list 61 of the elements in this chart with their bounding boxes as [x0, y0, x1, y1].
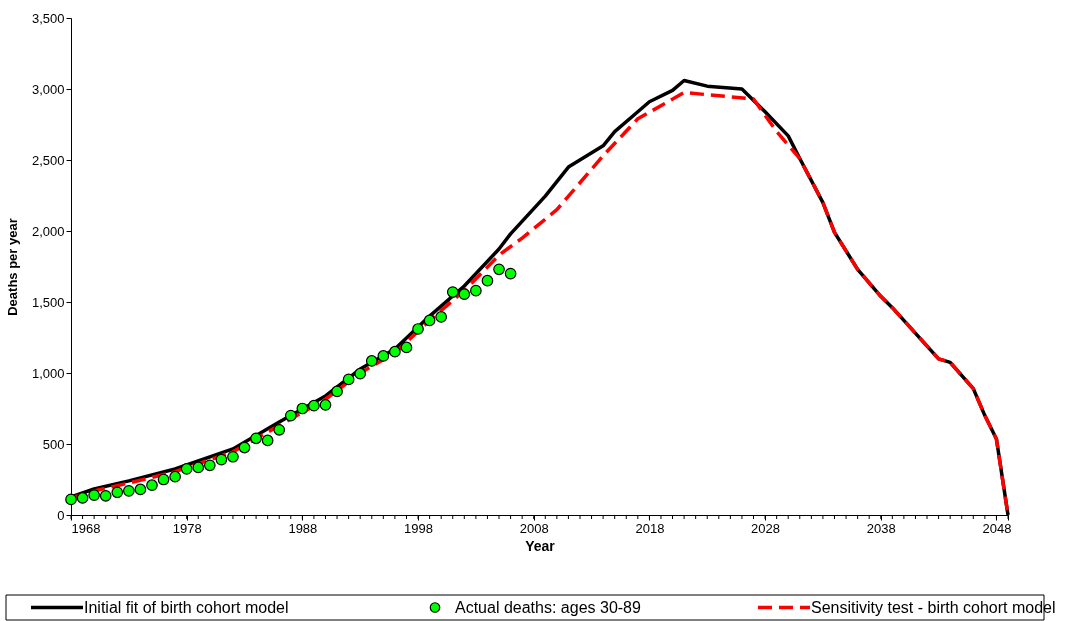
point: [446, 286, 459, 298]
point: [261, 434, 274, 447]
y-tick-label: 2,500: [31, 152, 65, 168]
point: [284, 409, 297, 422]
x-tick-label: 2028: [751, 520, 781, 536]
point: [123, 485, 135, 497]
x-tick-label: 1998: [404, 520, 433, 536]
point: [157, 473, 170, 486]
point: [296, 402, 309, 415]
x-tick-label: 1968: [71, 520, 101, 536]
point: [400, 341, 413, 354]
point: [435, 311, 448, 323]
x-tick-label: 2048: [982, 520, 1012, 536]
point: [412, 323, 424, 335]
point: [342, 373, 355, 386]
point: [238, 441, 251, 454]
point: [331, 385, 343, 398]
x-tick-label: 1978: [172, 520, 202, 536]
point: [250, 432, 262, 445]
point: [88, 489, 100, 501]
point: [76, 492, 89, 504]
x-tick-label: 2008: [519, 520, 549, 536]
point: [377, 350, 390, 362]
point: [354, 367, 367, 380]
x-axis-title: Year: [525, 537, 556, 554]
x-tick-label: 2018: [635, 520, 665, 536]
point: [319, 399, 332, 411]
x-tick-label: 1988: [288, 520, 318, 536]
point: [169, 470, 181, 483]
x-tick-label: 2038: [866, 520, 896, 536]
point: [470, 284, 482, 297]
point: [481, 274, 494, 287]
point: [203, 459, 216, 472]
point: [504, 267, 517, 280]
y-axis-title: Deaths per year: [4, 218, 20, 316]
point: [308, 399, 320, 412]
y-tick-label: 500: [42, 436, 65, 452]
point: [146, 479, 158, 492]
y-tick-label: 3,000: [31, 81, 65, 97]
y-tick-label: 3,500: [31, 10, 65, 26]
point: [389, 345, 401, 358]
point: [65, 493, 77, 506]
point: [134, 483, 147, 496]
y-tick-label: 1,000: [31, 365, 65, 381]
point: [192, 461, 205, 474]
point: [215, 453, 228, 466]
y-tick-label: 2,000: [31, 223, 65, 239]
y-tick-label: 0: [57, 507, 65, 523]
legend-label: Actual deaths: ages 30-89: [455, 598, 642, 616]
point: [423, 314, 436, 327]
point: [493, 263, 505, 276]
legend-label: Initial fit of birth cohort model: [84, 598, 289, 616]
point: [273, 423, 286, 436]
point: [99, 490, 112, 502]
point: [227, 450, 239, 463]
y-tick-label: 1,500: [31, 294, 65, 310]
point: [111, 486, 124, 499]
point: [365, 355, 378, 367]
legend-label: Sensitivity test - birth cohort model: [811, 598, 1056, 616]
point: [180, 463, 193, 475]
point: [458, 288, 471, 301]
